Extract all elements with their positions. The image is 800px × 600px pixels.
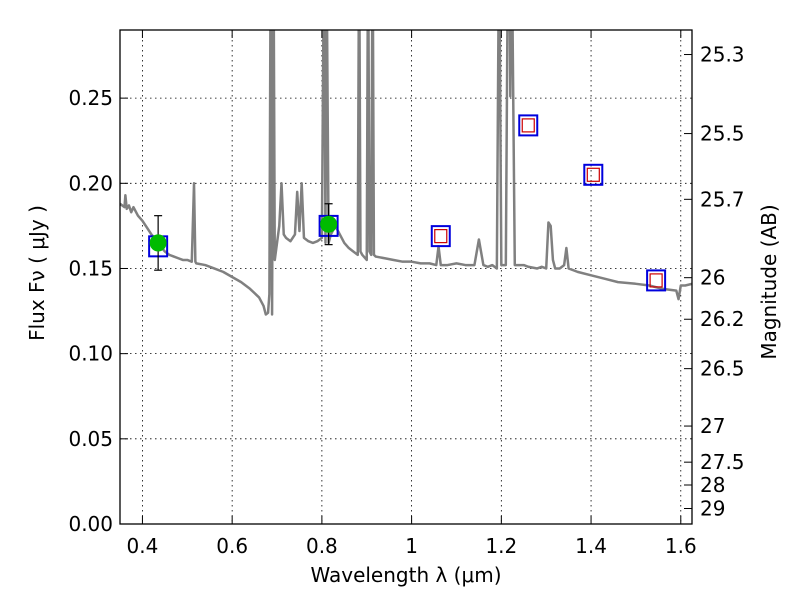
model-box bbox=[518, 114, 539, 137]
y-tick-label: 0.05 bbox=[68, 427, 113, 451]
sed-model-line bbox=[120, 30, 692, 316]
line-layer bbox=[120, 30, 692, 316]
y2-tick-label: 26.5 bbox=[700, 357, 745, 381]
y-tick-label: 0.00 bbox=[68, 512, 113, 536]
x-axis-title: Wavelength λ (μm) bbox=[310, 563, 501, 587]
y2-tick-label: 26 bbox=[700, 266, 725, 290]
model-box bbox=[430, 225, 451, 248]
synthetic-point bbox=[649, 273, 663, 288]
y-tick-label: 0.20 bbox=[68, 171, 113, 195]
grid bbox=[120, 30, 692, 524]
x-tick-label: 1.6 bbox=[665, 534, 697, 558]
y2-tick-label: 28 bbox=[700, 473, 725, 497]
marker-layer bbox=[148, 114, 667, 292]
y2-tick-label: 27.5 bbox=[700, 450, 745, 474]
model-box bbox=[583, 163, 604, 186]
y-tick-label: 0.25 bbox=[68, 86, 113, 110]
synthetic-point bbox=[586, 167, 600, 182]
model-box bbox=[646, 269, 667, 292]
observed-point bbox=[149, 234, 167, 252]
synthetic-point bbox=[521, 118, 535, 133]
x-tick-label: 0.6 bbox=[216, 534, 248, 558]
tick-layer: 0.4 0.6 0.8 1 1.2 1.4 1.6 0.00 0.05 0.10 0.15 0.20 0… bbox=[68, 30, 745, 558]
observed-point bbox=[320, 215, 338, 233]
synthetic-point bbox=[434, 229, 448, 244]
y2-tick-label: 27 bbox=[700, 414, 725, 438]
y-tick-label: 0.10 bbox=[68, 342, 113, 366]
y2-tick-label: 25.3 bbox=[700, 43, 745, 67]
x-tick-label: 1.2 bbox=[485, 534, 517, 558]
y2-tick-label: 26.2 bbox=[700, 307, 745, 331]
right-y-axis-title: Magnitude (AB) bbox=[757, 204, 781, 359]
y-axis-title: Flux Fν ( μJy ) bbox=[25, 205, 49, 341]
plot-frame bbox=[119, 29, 693, 525]
y2-tick-label: 25.7 bbox=[700, 187, 745, 211]
y-tick-label: 0.15 bbox=[68, 256, 113, 280]
x-tick-label: 0.8 bbox=[306, 534, 338, 558]
y2-tick-label: 29 bbox=[700, 496, 725, 520]
x-tick-label: 1.4 bbox=[575, 534, 607, 558]
y2-tick-label: 25.5 bbox=[700, 122, 745, 146]
x-tick-label: 1 bbox=[405, 534, 418, 558]
x-tick-label: 0.4 bbox=[127, 534, 159, 558]
